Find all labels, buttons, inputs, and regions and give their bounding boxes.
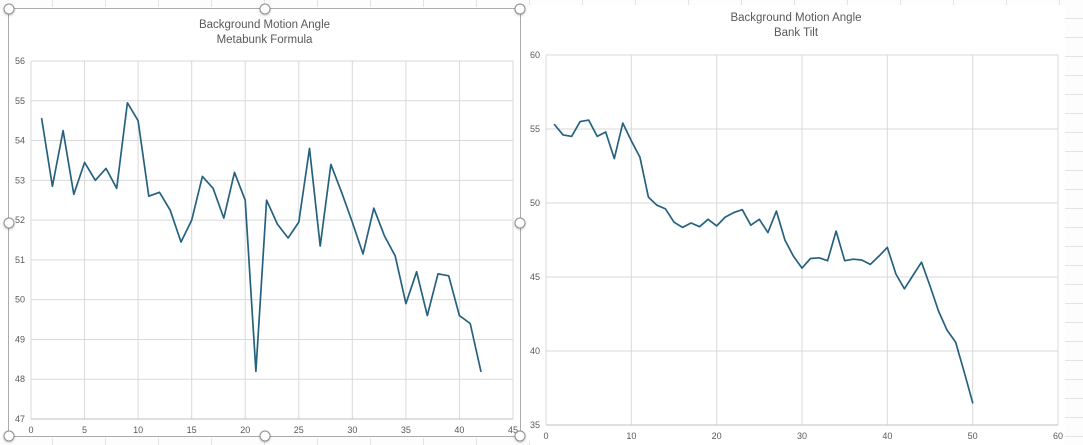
y-axis-tick-label: 50: [15, 295, 25, 305]
selection-handle-top-center[interactable]: [259, 3, 270, 15]
series-line[interactable]: [40, 101, 482, 373]
x-axis-tick-label: 20: [712, 431, 722, 441]
y-axis-tick-label: 49: [15, 334, 25, 344]
selection-handle-top-left[interactable]: [3, 3, 15, 15]
y-axis-tick-label: 47: [15, 414, 25, 424]
x-axis-tick-label: 40: [454, 425, 464, 435]
sheet-bottom-gridlines: [0, 438, 530, 445]
y-axis-tick-label: 54: [15, 136, 25, 146]
x-axis-tick-label: 35: [401, 425, 411, 435]
series-line[interactable]: [553, 119, 974, 404]
x-axis-tick-label: 50: [968, 431, 978, 441]
y-axis-tick-label: 35: [530, 420, 540, 430]
plot-area-bank-tilt[interactable]: 35 40 45 50 55 60 0 10 20 30 40 50 60: [527, 5, 1065, 442]
y-axis-tick-label: 56: [15, 56, 25, 66]
x-axis-tick-label: 10: [626, 431, 636, 441]
sheet-column-gridlines: [0, 0, 1083, 7]
selection-handle-bottom-right[interactable]: [514, 430, 526, 442]
selection-handle-bottom-center[interactable]: [259, 430, 270, 442]
y-axis-tick-label: 50: [530, 198, 540, 208]
y-axis-tick-label: 53: [15, 175, 25, 185]
y-axis-tick-label: 51: [15, 255, 25, 265]
x-axis-tick-label: 15: [187, 425, 197, 435]
sheet-row-gridlines: [1064, 0, 1083, 445]
y-axis-tick-label: 55: [15, 96, 25, 106]
x-axis-tick-label: 10: [133, 425, 143, 435]
plot-area-metabunk[interactable]: 47 48 49 50 51 52 53 54 55 56 0 5 10 15 20 25 30 35 40 45: [9, 9, 519, 435]
selection-handle-top-right[interactable]: [514, 3, 526, 15]
x-axis-tick-label: 0: [28, 425, 33, 435]
y-axis-tick-label: 48: [15, 374, 25, 384]
x-axis-tick-label: 20: [240, 425, 250, 435]
selection-handle-mid-right[interactable]: [514, 217, 526, 228]
x-axis-tick-label: 45: [508, 425, 518, 435]
y-axis-tick-label: 45: [530, 272, 540, 282]
x-axis-tick-label: 25: [294, 425, 304, 435]
x-axis-tick-label: 30: [797, 431, 807, 441]
selection-handle-bottom-left[interactable]: [3, 430, 15, 442]
x-axis-tick-label: 5: [82, 425, 87, 435]
x-axis-tick-label: 40: [882, 431, 892, 441]
y-axis-tick-label: 40: [530, 346, 540, 356]
chart-object-metabunk-formula[interactable]: Background Motion Angle Metabunk Formula…: [3, 3, 526, 442]
y-axis-tick-label: 55: [530, 124, 540, 134]
y-axis-tick-label: 60: [530, 50, 540, 60]
x-axis-tick-label: 60: [1053, 431, 1063, 441]
selection-handle-mid-left[interactable]: [3, 217, 15, 228]
y-axis-tick-label: 52: [15, 215, 25, 225]
x-axis-tick-label: 30: [347, 425, 357, 435]
chart-object-bank-tilt[interactable]: Background Motion Angle Bank Tilt 35 40 45…: [527, 5, 1065, 442]
x-axis-tick-label: 0: [543, 431, 548, 441]
